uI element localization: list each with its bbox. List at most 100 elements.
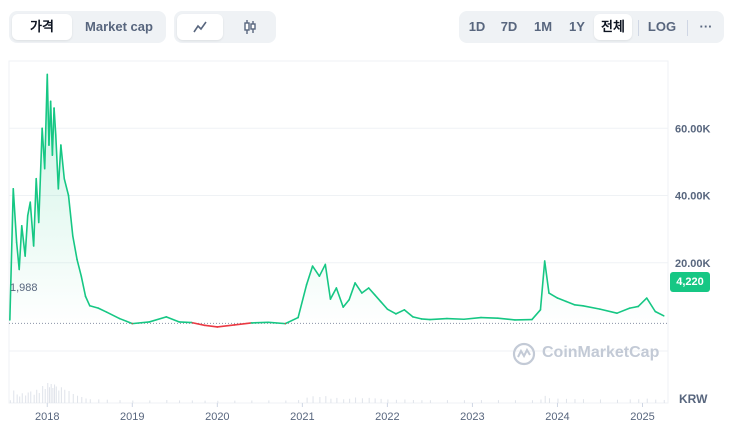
- price-segment: [233, 322, 253, 326]
- price-segment: [131, 321, 151, 325]
- price-point: [216, 326, 218, 328]
- range-1m[interactable]: 1M: [533, 19, 553, 34]
- volume-bar: [544, 395, 546, 403]
- volume-bar: [54, 384, 56, 403]
- volume-bar: [540, 399, 542, 403]
- volume-bar: [565, 398, 567, 403]
- price-point: [335, 287, 337, 289]
- price-segment: [654, 310, 665, 317]
- price-series: [9, 73, 665, 328]
- range-1d[interactable]: 1D: [468, 19, 486, 34]
- candlestick-button[interactable]: [227, 14, 273, 40]
- volume-bar: [191, 400, 193, 403]
- price-segment: [43, 73, 49, 170]
- price-point: [29, 201, 31, 203]
- volume-bar: [421, 400, 423, 403]
- volume-bar: [616, 399, 618, 403]
- volume-bar: [72, 394, 74, 403]
- volume-bar: [298, 400, 300, 403]
- price-segment: [420, 318, 431, 321]
- price-segment: [84, 295, 91, 307]
- price-point: [191, 322, 193, 324]
- price-segment: [71, 235, 78, 261]
- price-segment: [178, 321, 193, 324]
- volume-bar: [179, 400, 181, 403]
- price-point: [165, 316, 167, 318]
- volume-bar: [574, 399, 576, 403]
- price-segment: [118, 317, 134, 325]
- volume-bar: [548, 398, 550, 403]
- range-7d[interactable]: 7D: [500, 19, 518, 34]
- volume-bar: [531, 400, 533, 403]
- price-segment: [37, 127, 43, 224]
- price-point: [51, 154, 53, 156]
- price-segment: [12, 187, 18, 244]
- price-point: [44, 168, 46, 170]
- more-options-button[interactable]: ···: [699, 19, 713, 34]
- price-segment: [628, 305, 640, 309]
- price-point: [324, 263, 326, 266]
- volume-bar: [374, 398, 376, 403]
- price-point: [556, 297, 559, 299]
- line-chart-icon: [193, 21, 207, 33]
- price-segment: [267, 321, 287, 325]
- range-1y[interactable]: 1Y: [569, 19, 585, 34]
- volume-bar: [77, 395, 79, 403]
- price-point: [348, 299, 350, 301]
- x-tick-label: 2023: [460, 411, 484, 423]
- price-segment: [80, 275, 87, 298]
- reference-value-label: 1,988: [10, 282, 38, 294]
- price-point: [573, 304, 576, 306]
- market-cap-tab[interactable]: Market cap: [85, 19, 153, 34]
- price-tab[interactable]: 가격: [12, 14, 72, 40]
- price-segment: [324, 263, 332, 300]
- volume-bar: [268, 400, 270, 403]
- line-chart-button[interactable]: [177, 14, 223, 40]
- price-point: [582, 305, 584, 307]
- price-segment: [165, 316, 180, 323]
- volume-bar: [30, 391, 32, 403]
- volume-bar: [50, 384, 52, 403]
- price-point: [654, 310, 656, 313]
- price-segment: [403, 309, 414, 318]
- price-segment: [53, 107, 57, 136]
- price-point: [318, 275, 320, 277]
- price-segment: [386, 308, 397, 315]
- price-point: [412, 316, 414, 318]
- price-point: [463, 318, 465, 320]
- price-point: [480, 316, 482, 319]
- chart-type-toggle: [174, 11, 276, 43]
- price-segment: [311, 265, 321, 278]
- price-point: [35, 178, 37, 180]
- price-segment: [29, 201, 35, 247]
- log-scale-button[interactable]: LOG: [647, 19, 677, 34]
- volume-bar: [655, 399, 657, 403]
- volume-bar: [25, 395, 27, 403]
- price-point: [41, 127, 43, 129]
- volume-bar: [343, 399, 345, 403]
- x-tick-label: 2019: [120, 411, 144, 423]
- range-all[interactable]: 전체: [594, 14, 632, 40]
- price-point: [9, 319, 11, 321]
- price-segment: [191, 321, 206, 327]
- volume-bar: [64, 389, 66, 403]
- price-point: [80, 275, 82, 277]
- price-point: [539, 309, 542, 311]
- price-point: [386, 308, 388, 310]
- volume-bar: [582, 399, 584, 403]
- price-point: [429, 318, 431, 321]
- price-segment: [429, 317, 448, 321]
- price-point: [57, 188, 59, 190]
- volume-bar: [19, 396, 21, 403]
- price-segment: [57, 144, 62, 190]
- price-point: [178, 321, 180, 323]
- chart-toolbar: 가격 Market cap 1D 7D 1M 1Y 전체 LOG ···: [0, 0, 738, 56]
- volume-bar: [380, 398, 382, 403]
- price-point: [55, 134, 57, 136]
- price-segment: [24, 214, 29, 257]
- plot-frame: [8, 60, 669, 404]
- volume-bar: [251, 400, 253, 403]
- volume-bar: [368, 397, 370, 403]
- x-tick-label: 2025: [630, 411, 654, 423]
